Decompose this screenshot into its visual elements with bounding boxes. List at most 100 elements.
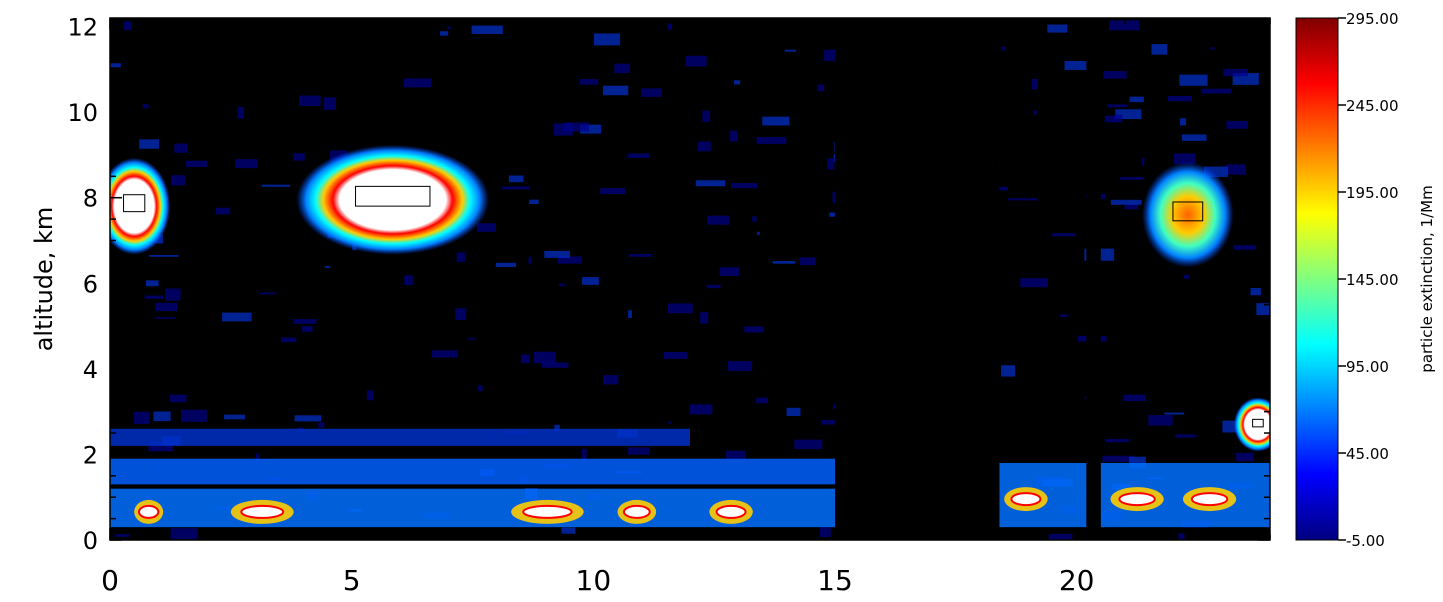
colorbar-tick-label: 45.00 <box>1346 445 1389 463</box>
y-tick-label: 2 <box>83 441 98 469</box>
noise-cell <box>641 88 662 97</box>
noise-cell <box>752 216 757 222</box>
noise-cell <box>734 80 741 85</box>
noise-cell <box>580 124 602 134</box>
noise-cell <box>1124 203 1139 210</box>
noise-cell <box>431 350 458 358</box>
colorbar-tick-label: -5.00 <box>1346 532 1385 550</box>
noise-cell <box>237 107 245 119</box>
noise-cell <box>455 308 467 321</box>
noise-cell <box>695 180 726 187</box>
noise-cell <box>756 137 787 144</box>
colorbar-tick-label: 145.00 <box>1346 271 1399 289</box>
cloud-contour <box>355 185 431 207</box>
noise-cell <box>702 110 711 123</box>
x-tick-label: 15 <box>817 564 853 597</box>
colorbar-tick-label: 195.00 <box>1346 184 1399 202</box>
y-axis: 0 2 4 6 8 10 12 <box>67 14 1270 555</box>
noise-cell <box>1178 533 1185 540</box>
noise-cell <box>1113 114 1123 123</box>
noise-cell <box>145 280 159 287</box>
noise-cell <box>541 362 569 368</box>
noise-cell <box>299 95 321 106</box>
noise-cell <box>508 175 524 183</box>
noise-cell <box>700 312 709 324</box>
noise-cell <box>1210 47 1215 50</box>
aerosol-hotspot-core <box>1010 492 1042 507</box>
noise-cell <box>293 153 305 161</box>
noise-cell <box>528 256 532 265</box>
colorbar-tick-label: 95.00 <box>1346 358 1389 376</box>
x-tick-label: 5 <box>343 564 361 597</box>
x-tick-label: 0 <box>101 564 119 597</box>
noise-cell <box>280 337 297 343</box>
noise-cell <box>1059 314 1069 317</box>
noise-cell <box>1233 245 1256 250</box>
noise-cell <box>602 85 629 96</box>
noise-cell <box>1203 166 1228 178</box>
noise-cell <box>600 188 626 195</box>
noise-cell <box>114 534 130 537</box>
noise-cell <box>707 215 730 225</box>
noise-cell <box>1048 533 1073 540</box>
noise-cell <box>133 411 150 425</box>
noise-cell <box>1123 394 1146 402</box>
noise-cell <box>261 184 290 187</box>
y-tick-label: 10 <box>67 99 98 127</box>
noise-cell <box>1103 71 1127 79</box>
noise-cell <box>689 404 713 415</box>
noise-cell <box>563 122 589 132</box>
noise-cell <box>697 141 711 152</box>
noise-cell <box>593 33 621 46</box>
noise-cell <box>629 253 652 257</box>
noise-cell <box>756 397 769 404</box>
noise-cell <box>667 303 693 314</box>
y-tick-label: 0 <box>83 527 98 555</box>
noise-cell <box>478 385 483 392</box>
noise-cell <box>706 284 721 289</box>
noise-cell <box>757 231 760 235</box>
noise-cell <box>832 191 836 204</box>
noise-cell <box>1102 455 1134 462</box>
noise-cell <box>799 257 816 266</box>
noise-cell <box>1183 274 1190 279</box>
noise-cell <box>1175 434 1197 438</box>
noise-cell <box>169 394 187 403</box>
noise-cell <box>1047 24 1068 33</box>
cloud-feature <box>1142 162 1234 268</box>
noise-cell <box>1020 278 1048 288</box>
noise-cell <box>324 265 331 268</box>
noise-cell <box>255 453 260 461</box>
noise-cell <box>403 78 432 88</box>
noise-cell <box>628 153 650 158</box>
noise-cell <box>1109 20 1140 31</box>
noise-cell <box>762 116 790 126</box>
plot-area <box>110 18 1270 540</box>
noise-cell <box>533 351 556 364</box>
noise-cell <box>558 283 565 287</box>
cloud-feature <box>296 144 490 255</box>
feature-layer <box>110 144 1270 528</box>
noise-cell <box>148 441 173 452</box>
noise-cell <box>1141 157 1145 166</box>
noise-cell <box>1173 153 1196 165</box>
aerosol-hotspot-core <box>1190 492 1229 507</box>
noise-cell <box>1115 109 1142 120</box>
noise-cell <box>1226 120 1249 129</box>
noise-cell <box>1001 46 1006 51</box>
y-tick-label: 6 <box>83 270 98 298</box>
noise-cell <box>1107 104 1128 108</box>
aerosol-hotspot-core <box>138 504 160 519</box>
noise-cell <box>1232 73 1259 85</box>
noise-cell <box>149 254 179 257</box>
no-data-region <box>835 18 1000 540</box>
noise-cell <box>456 252 465 262</box>
noise-cell <box>794 439 823 450</box>
noise-cell <box>614 63 630 74</box>
noise-cell <box>529 199 539 204</box>
noise-cell <box>155 317 176 319</box>
noise-cell <box>495 262 517 268</box>
noise-cell <box>1105 438 1129 443</box>
noise-cell <box>110 63 121 68</box>
